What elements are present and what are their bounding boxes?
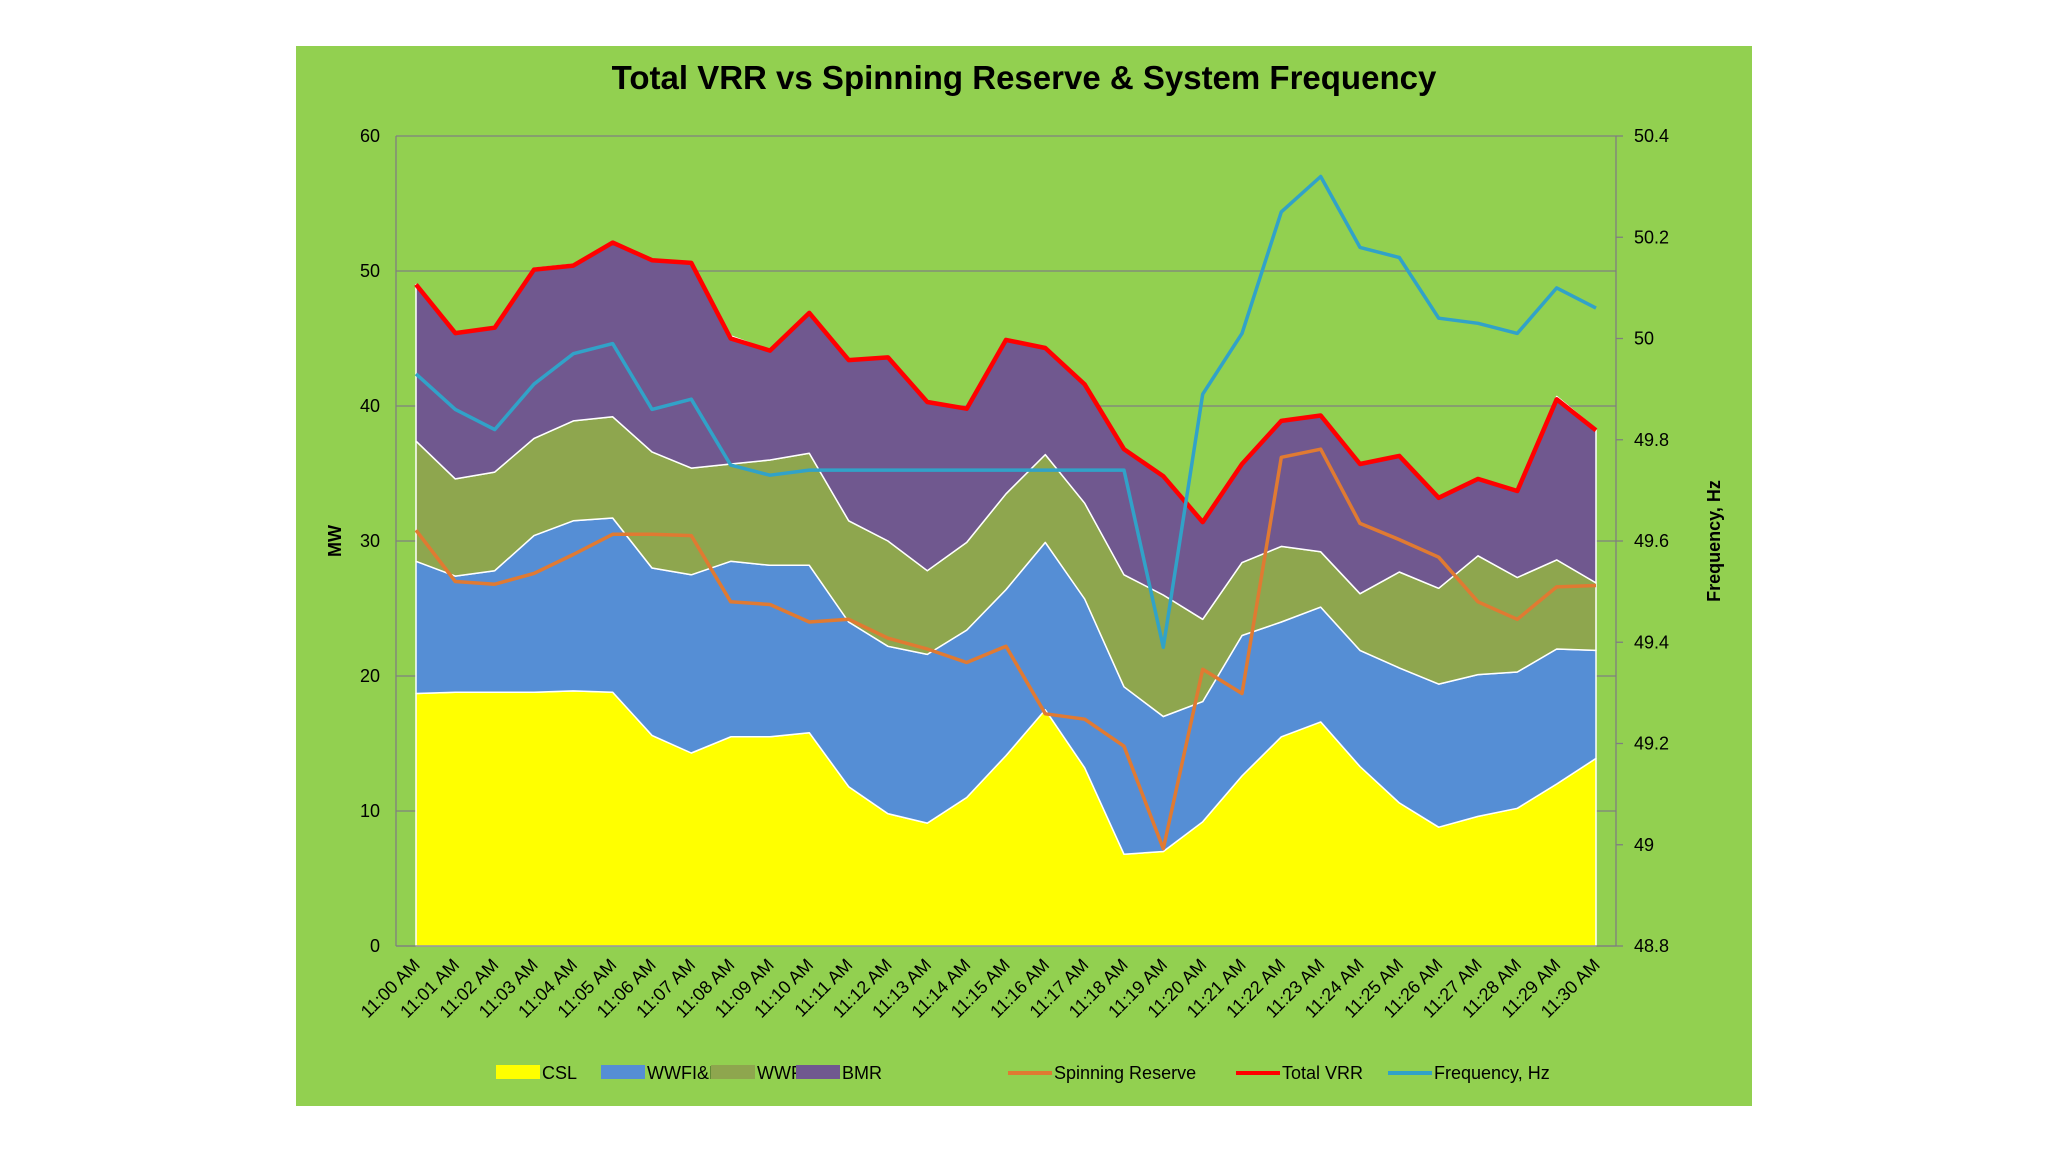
y-tick-label: 30 xyxy=(360,531,380,551)
y2-tick-label: 49.6 xyxy=(1634,531,1669,551)
y-tick-label: 40 xyxy=(360,396,380,416)
y2-tick-label: 49 xyxy=(1634,835,1654,855)
y2-tick-label: 49.4 xyxy=(1634,632,1669,652)
y2-tick-label: 48.8 xyxy=(1634,936,1669,956)
y2-tick-label: 50.2 xyxy=(1634,227,1669,247)
y2-tick-label: 49.2 xyxy=(1634,734,1669,754)
legend-swatch-bmr xyxy=(796,1065,840,1079)
legend-label-csl: CSL xyxy=(542,1063,577,1083)
y2-tick-label: 50.4 xyxy=(1634,126,1669,146)
y2-axis-title: Frequency, Hz xyxy=(1704,480,1724,602)
y-tick-label: 0 xyxy=(370,936,380,956)
chart-frame: Total VRR vs Spinning Reserve & System F… xyxy=(296,46,1752,1106)
legend-swatch-wwfiii xyxy=(711,1065,755,1079)
line-spinning-reserve xyxy=(414,447,1597,851)
legend-label-wwfi-ii: WWFI&II xyxy=(647,1063,719,1083)
line-series xyxy=(414,174,1598,851)
legend-label-bmr: BMR xyxy=(842,1063,882,1083)
y-tick-label: 60 xyxy=(360,126,380,146)
line-total-vrr xyxy=(414,240,1598,525)
line-frequency-hz xyxy=(414,174,1597,650)
legend: CSL WWFI&II WWFIII BMR Spinning Reserve Total… xyxy=(496,1063,1550,1083)
chart-title: Total VRR vs Spinning Reserve & System F… xyxy=(612,59,1437,96)
y-axis-title: MW xyxy=(325,525,345,557)
legend-label-total-vrr: Total VRR xyxy=(1282,1063,1363,1083)
legend-swatch-csl xyxy=(496,1065,540,1079)
y2-tick-label: 49.8 xyxy=(1634,430,1669,450)
y2-tick-label: 50 xyxy=(1634,329,1654,349)
legend-label-spinning-reserve: Spinning Reserve xyxy=(1054,1063,1196,1083)
y-tick-label: 50 xyxy=(360,261,380,281)
y-tick-label: 20 xyxy=(360,666,380,686)
stacked-areas xyxy=(415,241,1597,947)
legend-swatch-wwfi-ii xyxy=(601,1065,645,1079)
legend-label-frequency-hz: Frequency, Hz xyxy=(1434,1063,1550,1083)
y-tick-label: 10 xyxy=(360,801,380,821)
chart-svg: Total VRR vs Spinning Reserve & System F… xyxy=(325,59,1724,1083)
